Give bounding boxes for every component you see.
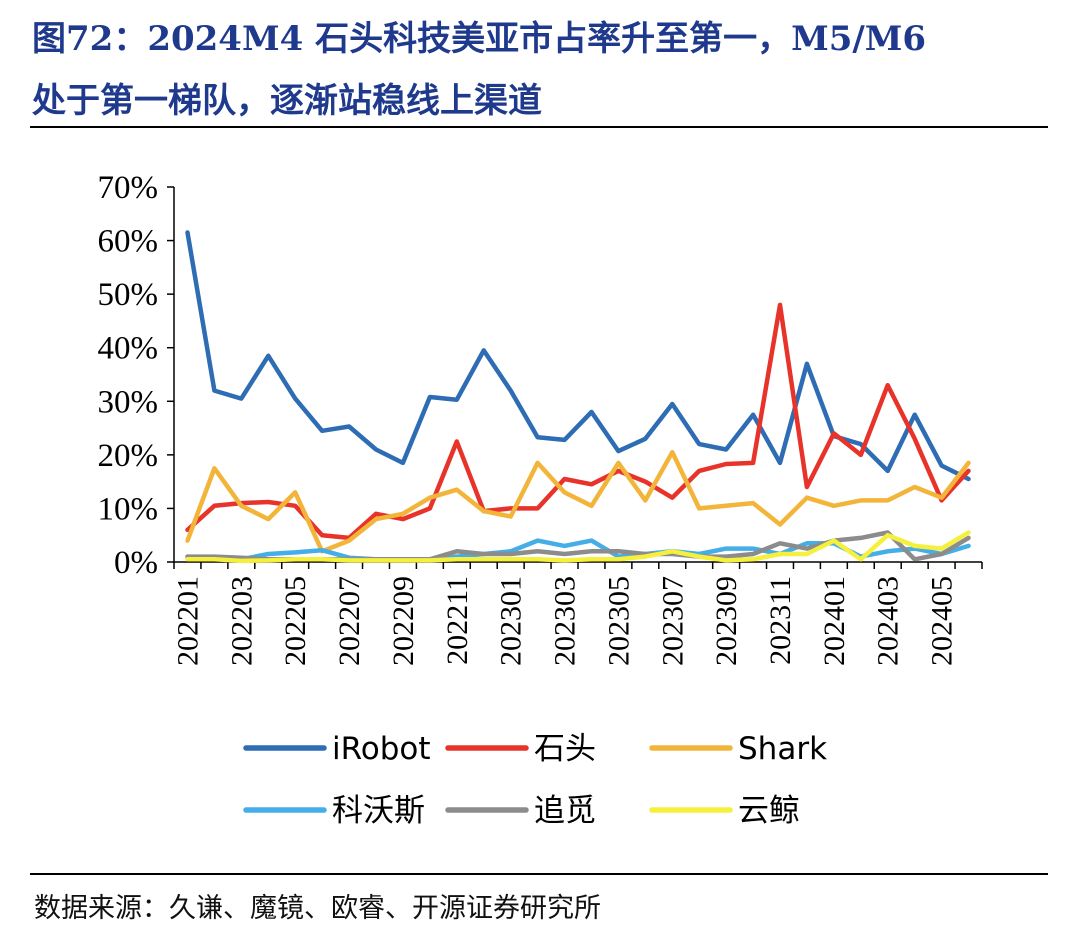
series-lines: [185, 230, 971, 564]
x-tick-label: 202303: [549, 576, 582, 666]
y-tick-label: 50%: [98, 277, 159, 313]
x-tick-label: 202305: [602, 576, 635, 666]
series-line-云鲸: [185, 530, 971, 564]
legend-label: 科沃斯: [332, 793, 425, 829]
y-tick-labels: 0% 10% 20% 30% 40% 50% 60% 70%: [98, 170, 159, 581]
x-tick-label: 202207: [333, 576, 366, 666]
x-tick-label: 202201: [171, 576, 204, 666]
x-tick-label: 202211: [441, 576, 474, 665]
legend-label: 云鲸: [738, 793, 800, 829]
y-tick-label: 20%: [98, 438, 159, 474]
line-chart: 0%10%20%30%40%50%60%70% 202201 202203 2022…: [98, 170, 983, 829]
legend-label: Shark: [738, 731, 827, 767]
y-tick-label: 0%: [114, 545, 158, 581]
legend-item: 云鲸: [649, 793, 800, 829]
series-line-Shark: [185, 449, 971, 554]
series-line-iRobot: [185, 230, 971, 482]
data-source-note: 数据来源：久谦、魔镜、欧睿、开源证券研究所: [34, 893, 601, 924]
legend-item: 科沃斯: [243, 793, 425, 829]
x-tick-label: 202309: [710, 576, 743, 666]
legend-item: iRobot: [243, 731, 431, 767]
x-tick-label: 202401: [818, 576, 851, 666]
chart-axes: [167, 186, 983, 569]
legend-item: 追觅: [445, 793, 596, 829]
x-tick-label: 202307: [656, 576, 689, 666]
x-tick-label: 202311: [764, 576, 797, 665]
legend-item: 石头: [445, 731, 596, 767]
x-tick-label: 202301: [495, 576, 528, 666]
x-tick-label: 202203: [225, 576, 258, 666]
y-tick-label: 70%: [98, 170, 159, 206]
source-divider: [30, 873, 1048, 875]
series-line-石头: [185, 302, 971, 541]
series-line-科沃斯: [185, 538, 971, 562]
y-tick-label: 30%: [98, 384, 159, 420]
x-tick-label: 202405: [926, 576, 959, 666]
title-divider: [30, 126, 1048, 128]
legend-label: iRobot: [332, 731, 431, 767]
chart-legend: iRobot 石头 Shark 科沃斯 追觅 云鲸: [243, 731, 827, 829]
y-tick-label: 60%: [98, 224, 159, 260]
legend-label: 石头: [534, 731, 596, 767]
x-tick-label: 202403: [872, 576, 905, 666]
x-tick-label: 202205: [279, 576, 312, 666]
y-tick-label: 10%: [98, 491, 159, 527]
x-tick-labels: 202201 202203 202205 202207 202209 202211 2023…: [171, 576, 958, 666]
x-tick-label: 202209: [387, 576, 420, 666]
legend-item: Shark: [649, 731, 827, 767]
chart-title: 图72：2024M4 石头科技美亚市占率升至第一，M5/M6 处于第一梯队，逐渐…: [32, 19, 927, 121]
legend-label: 追觅: [534, 793, 596, 829]
y-tick-label: 40%: [98, 331, 159, 367]
